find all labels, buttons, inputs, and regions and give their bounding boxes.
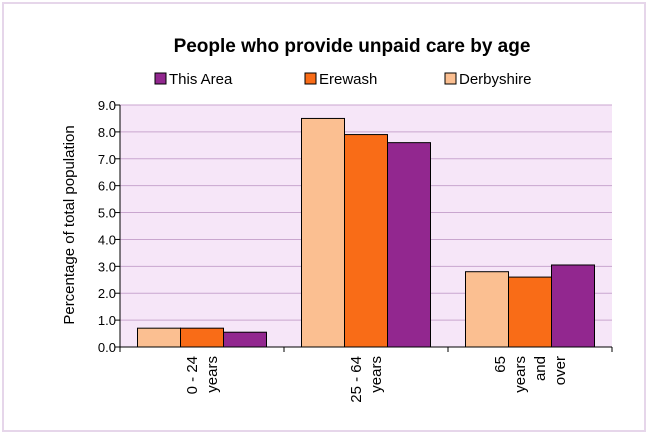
y-tick-label: 7.0 bbox=[98, 152, 116, 167]
legend-swatch bbox=[444, 72, 457, 85]
x-category-label: years bbox=[368, 356, 385, 393]
bar-erewash bbox=[180, 327, 224, 348]
y-tick-labels: 0.0 1.0 2.0 3.0 4.0 5.0 6.0 7.0 8.0 9.0 bbox=[98, 98, 116, 355]
y-tick-label: 8.0 bbox=[98, 125, 116, 140]
y-axis-label: Percentage of total population bbox=[61, 125, 78, 324]
bar-this-area bbox=[387, 142, 431, 348]
x-category-label: years bbox=[204, 356, 221, 393]
y-tick-label: 4.0 bbox=[98, 232, 116, 247]
x-category-label: years bbox=[512, 356, 529, 393]
y-tick-label: 0.0 bbox=[98, 340, 116, 355]
y-tick-label: 9.0 bbox=[98, 98, 116, 113]
legend: This Area Erewash Derbyshire bbox=[154, 71, 532, 88]
legend-label: Derbyshire bbox=[459, 71, 532, 88]
bar-this-area bbox=[223, 331, 267, 348]
y-tick-label: 2.0 bbox=[98, 286, 116, 301]
x-category-label: over bbox=[552, 356, 569, 385]
chart-title: People who provide unpaid care by age bbox=[174, 36, 531, 57]
bar-derbyshire bbox=[301, 117, 345, 348]
x-category-label: 25 - 64 bbox=[348, 356, 365, 403]
bar-derbyshire bbox=[465, 271, 509, 348]
y-tick-label: 6.0 bbox=[98, 179, 116, 194]
y-tick-label: 3.0 bbox=[98, 259, 116, 274]
legend-swatch bbox=[154, 72, 167, 85]
y-tick-label: 1.0 bbox=[98, 313, 116, 328]
legend-swatch bbox=[304, 72, 317, 85]
legend-label: This Area bbox=[169, 71, 233, 88]
bar-erewash bbox=[508, 276, 552, 348]
x-category-label: 65 bbox=[492, 356, 509, 373]
bar-this-area bbox=[551, 264, 595, 348]
bar-derbyshire bbox=[137, 327, 181, 348]
bar-erewash bbox=[344, 134, 388, 348]
legend-label: Erewash bbox=[319, 71, 377, 88]
x-category-labels: 0 - 24 years 25 - 64 years 65 years and over bbox=[184, 356, 569, 403]
bars bbox=[137, 117, 595, 348]
axes bbox=[119, 105, 613, 352]
y-tick-label: 5.0 bbox=[98, 206, 116, 221]
x-category-label: 0 - 24 bbox=[184, 356, 201, 394]
x-category-label: and bbox=[532, 356, 549, 381]
